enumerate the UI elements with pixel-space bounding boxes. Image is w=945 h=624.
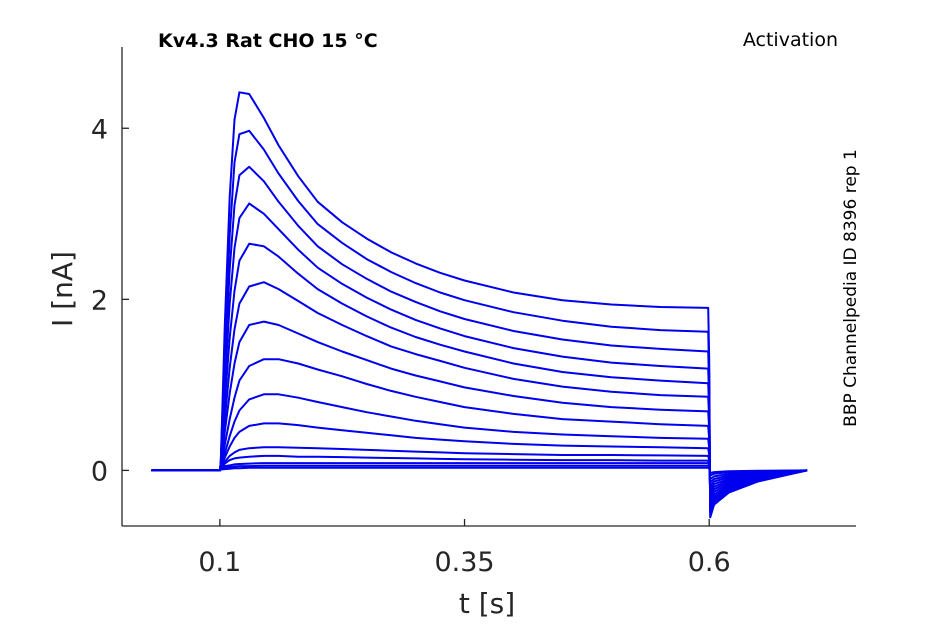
y-tick-label: 0 xyxy=(91,456,108,487)
y-ticks: 0 2 4 xyxy=(91,114,129,487)
x-tick-label: 0.1 xyxy=(198,547,241,578)
protocol-label: Activation xyxy=(743,29,838,51)
x-ticks: 0.1 0.35 0.6 xyxy=(198,519,731,578)
chart-title: Kv4.3 Rat CHO 15 °C xyxy=(158,30,378,52)
plot-traces xyxy=(151,91,808,519)
source-id-label: BBP Channelpedia ID 8396 rep 1 xyxy=(841,149,861,427)
x-tick-label: 0.35 xyxy=(434,547,494,578)
y-tick-label: 4 xyxy=(91,114,108,145)
x-tick-label: 0.6 xyxy=(688,547,731,578)
current-trace-15 xyxy=(151,91,808,508)
x-axis-label: t [s] xyxy=(459,587,515,620)
y-axis-label: I [nA] xyxy=(46,251,79,327)
y-tick-label: 2 xyxy=(91,285,108,316)
